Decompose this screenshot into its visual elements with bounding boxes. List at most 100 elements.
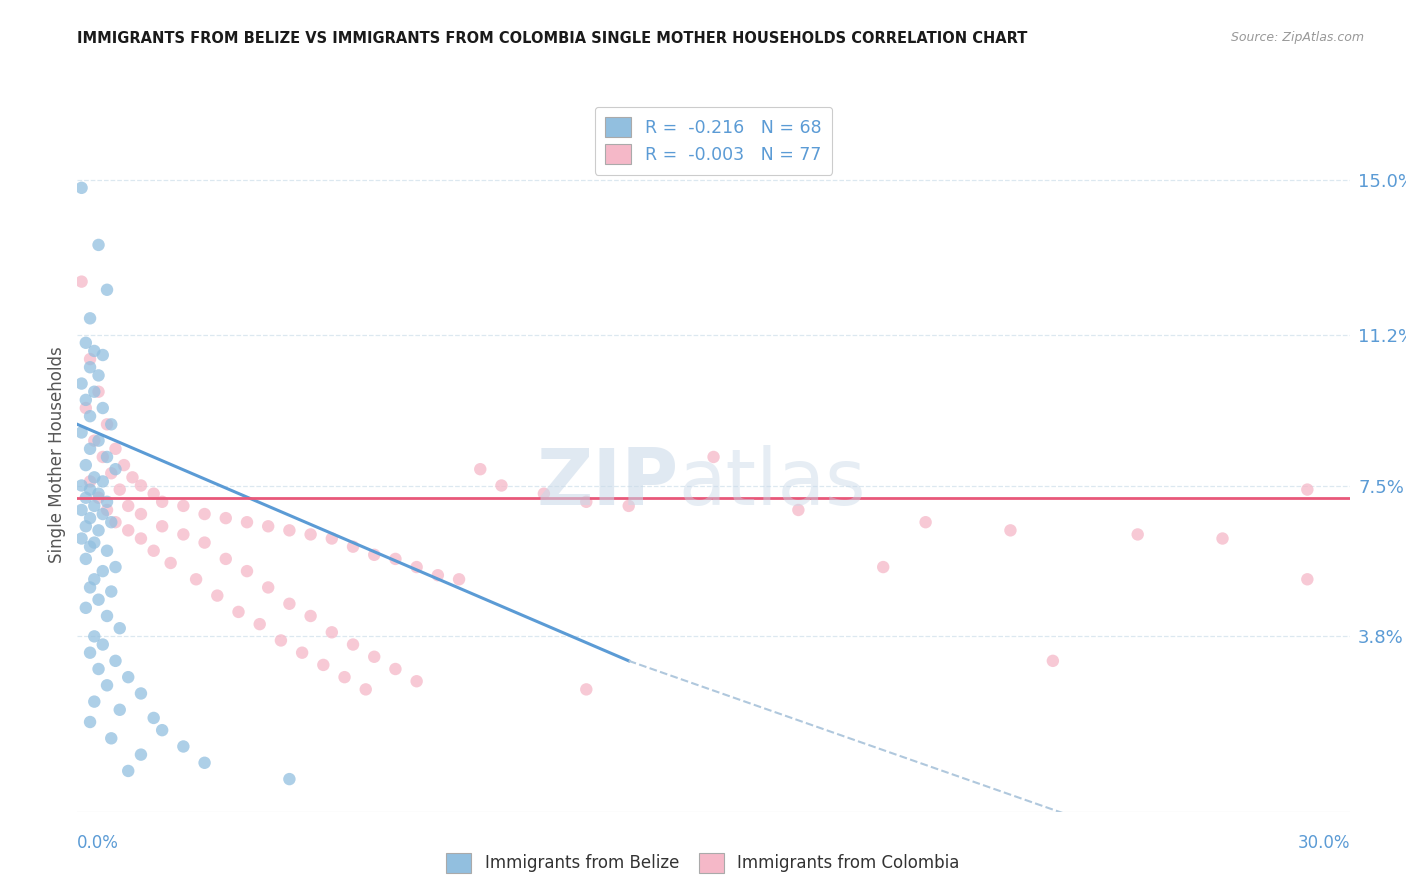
Point: [96, 609, 118, 624]
Point: [150, 495, 173, 509]
Point: [112, 458, 135, 472]
Point: [70, 376, 93, 391]
Point: [79, 646, 101, 660]
Point: [236, 564, 259, 578]
Point: [108, 483, 131, 497]
Point: [117, 764, 139, 778]
Point: [575, 682, 598, 697]
Point: [354, 682, 377, 697]
Point: [96, 450, 118, 464]
Legend: Immigrants from Belize, Immigrants from Colombia: Immigrants from Belize, Immigrants from …: [440, 847, 966, 880]
Point: [117, 524, 139, 538]
Point: [108, 621, 131, 635]
Point: [70, 275, 93, 289]
Point: [363, 548, 385, 562]
Point: [87, 368, 110, 383]
Point: [384, 662, 406, 676]
Point: [75, 552, 97, 566]
Point: [75, 491, 97, 505]
Point: [270, 633, 292, 648]
Point: [104, 515, 127, 529]
Point: [83, 384, 105, 399]
Y-axis label: Single Mother Households: Single Mother Households: [48, 347, 66, 563]
Point: [79, 409, 101, 424]
Point: [104, 560, 127, 574]
Point: [96, 495, 118, 509]
Point: [83, 572, 105, 586]
Point: [405, 560, 427, 574]
Point: [321, 625, 343, 640]
Point: [278, 772, 301, 786]
Point: [207, 589, 229, 603]
Point: [787, 503, 810, 517]
Point: [91, 348, 114, 362]
Point: [150, 723, 173, 738]
Point: [87, 434, 110, 448]
Point: [321, 532, 343, 546]
Point: [96, 543, 118, 558]
Point: [617, 499, 640, 513]
Point: [333, 670, 356, 684]
Point: [87, 238, 110, 252]
Point: [129, 532, 152, 546]
Point: [100, 417, 122, 432]
Point: [142, 486, 165, 500]
Point: [172, 739, 194, 754]
Point: [91, 507, 114, 521]
Point: [194, 535, 217, 549]
Point: [249, 617, 271, 632]
Point: [299, 609, 322, 624]
Point: [291, 646, 314, 660]
Point: [121, 470, 143, 484]
Point: [79, 475, 101, 489]
Point: [83, 343, 105, 358]
Point: [91, 638, 114, 652]
Point: [75, 519, 97, 533]
Point: [142, 711, 165, 725]
Point: [117, 499, 139, 513]
Point: [363, 649, 385, 664]
Point: [70, 478, 93, 492]
Point: [872, 560, 894, 574]
Point: [299, 527, 322, 541]
Text: Source: ZipAtlas.com: Source: ZipAtlas.com: [1230, 31, 1364, 45]
Point: [75, 335, 97, 350]
Point: [70, 181, 93, 195]
Text: 30.0%: 30.0%: [1298, 834, 1350, 852]
Point: [172, 527, 194, 541]
Legend: R =  -0.216   N = 68, R =  -0.003   N = 77: R = -0.216 N = 68, R = -0.003 N = 77: [595, 107, 832, 175]
Point: [194, 507, 217, 521]
Point: [91, 450, 114, 464]
Text: ZIP: ZIP: [536, 445, 679, 522]
Point: [150, 519, 173, 533]
Point: [79, 311, 101, 326]
Point: [108, 703, 131, 717]
Point: [278, 524, 301, 538]
Point: [257, 519, 280, 533]
Point: [104, 442, 127, 456]
Point: [159, 556, 181, 570]
Point: [100, 515, 122, 529]
Point: [83, 629, 105, 643]
Point: [100, 584, 122, 599]
Point: [1296, 572, 1319, 586]
Point: [215, 511, 238, 525]
Point: [96, 503, 118, 517]
Point: [129, 747, 152, 762]
Point: [1296, 483, 1319, 497]
Point: [83, 535, 105, 549]
Point: [79, 483, 101, 497]
Point: [184, 572, 207, 586]
Point: [1000, 524, 1022, 538]
Point: [91, 564, 114, 578]
Point: [491, 478, 513, 492]
Point: [194, 756, 217, 770]
Point: [79, 511, 101, 525]
Point: [91, 401, 114, 415]
Point: [100, 467, 122, 481]
Point: [575, 495, 598, 509]
Point: [75, 600, 97, 615]
Point: [83, 695, 105, 709]
Point: [83, 434, 105, 448]
Point: [215, 552, 238, 566]
